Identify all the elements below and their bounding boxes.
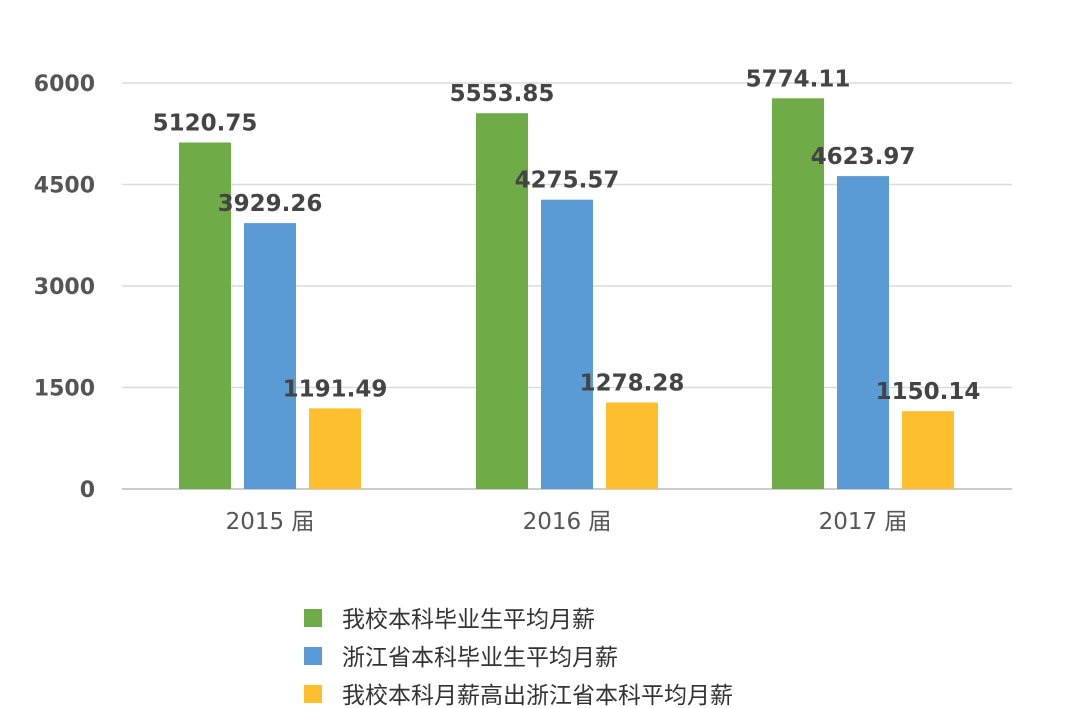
data-label: 4623.97: [811, 144, 916, 170]
bar-series-2-cat-2: [902, 411, 954, 489]
bar-series-0-cat-1: [476, 113, 528, 489]
legend-swatch: [304, 609, 322, 627]
legend-entry-label: 浙江省本科毕业生平均月薪: [342, 645, 618, 671]
data-label: 5774.11: [746, 66, 851, 92]
data-label: 4275.57: [515, 168, 620, 194]
y-tick-label: 1500: [34, 377, 95, 402]
data-labels: 5120.75 5553.85 5774.11 3929.26 4275.57 4623.…: [153, 66, 981, 405]
bar-series-0-cat-2: [772, 98, 824, 490]
x-category-label: 2016 届: [523, 509, 612, 535]
y-tick-label: 4500: [34, 174, 95, 199]
legend-entry-label: 我校本科月薪高出浙江省本科平均月薪: [342, 683, 733, 708]
bar-series-0-cat-0: [179, 142, 231, 489]
bar-series-1-cat-1: [541, 199, 593, 489]
data-label: 3929.26: [218, 191, 323, 217]
legend-swatch: [304, 647, 322, 665]
legend-swatch: [304, 685, 322, 703]
data-label: 5553.85: [450, 81, 555, 107]
y-tick-label: 0: [80, 478, 95, 503]
data-label: 1278.28: [580, 371, 685, 397]
data-label: 5120.75: [153, 110, 258, 136]
x-category-label: 2015 届: [226, 509, 315, 535]
bar-series-1-cat-2: [837, 176, 889, 489]
bars: [179, 98, 954, 490]
y-tick-label: 3000: [34, 275, 95, 300]
y-axis-ticks: 0 1500 3000 4500 6000: [34, 72, 95, 503]
x-category-label: 2017 届: [819, 509, 908, 535]
bar-series-1-cat-0: [244, 223, 296, 490]
data-label: 1191.49: [283, 376, 388, 402]
data-label: 1150.14: [876, 379, 981, 405]
x-axis-categories: 2015 届 2016 届 2017 届: [226, 509, 908, 535]
y-tick-label: 6000: [34, 72, 95, 97]
bar-series-2-cat-1: [606, 402, 658, 489]
bar-series-2-cat-0: [309, 408, 361, 489]
legend-entry-label: 我校本科毕业生平均月薪: [342, 607, 595, 633]
